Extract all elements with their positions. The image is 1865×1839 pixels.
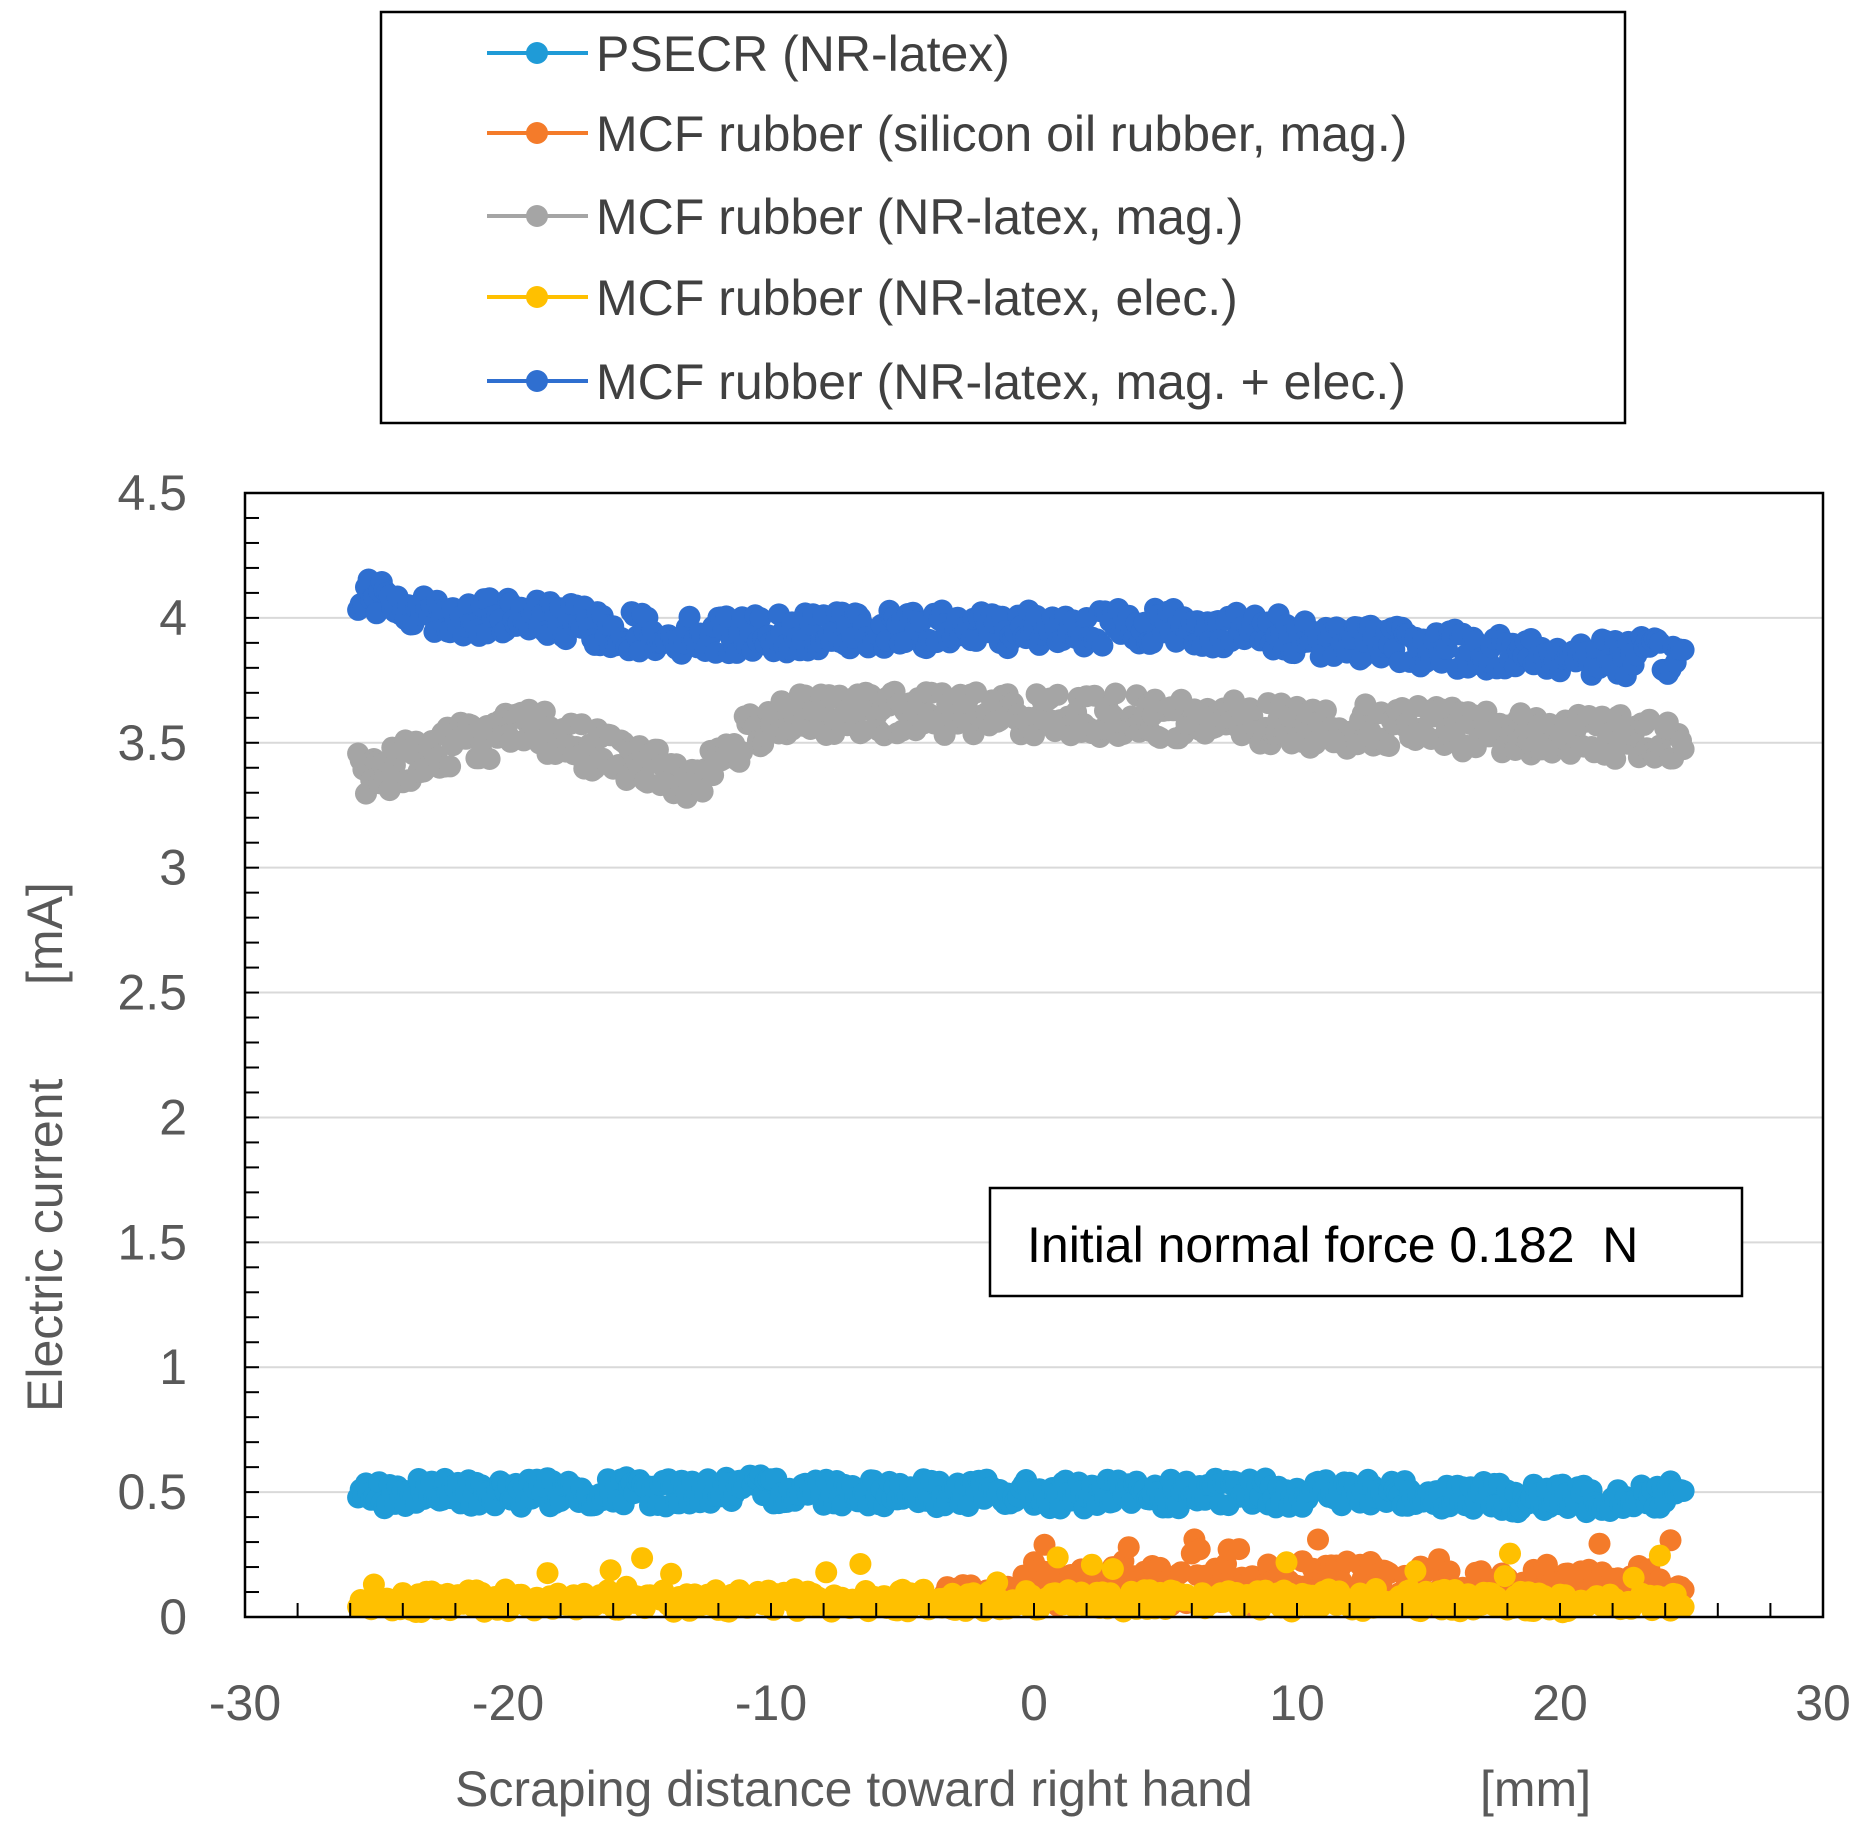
data-point [628,640,651,663]
data-point [1046,1546,1069,1569]
data-point [1023,724,1045,747]
points-layer [347,568,1695,1624]
y-tick-label: 2.5 [117,965,187,1021]
data-point [849,1553,872,1575]
legend-label: MCF rubber (NR-latex, mag.) [596,189,1243,245]
legend-box [379,10,1627,425]
data-point [1188,1538,1211,1561]
legend-swatch-marker [526,42,548,64]
y-tick-label: 3.5 [117,715,187,771]
data-point [1101,1558,1124,1580]
data-point [1117,1536,1140,1559]
ticks-layer [244,492,1824,1618]
y-axis-label: Electric current [17,1078,73,1412]
y-tick-label: 0 [159,1589,187,1645]
data-point [1378,735,1401,757]
data-point [476,622,498,645]
data-point [1404,1560,1427,1583]
legend-swatch-marker [526,370,548,392]
data-point [1659,1529,1682,1552]
data-point [439,755,462,778]
data-point [362,1573,385,1596]
data-point [1149,726,1172,749]
y-axis-unit: [mA] [17,882,73,985]
legend-swatch-marker [526,286,548,308]
y-tick-label: 2 [159,1089,187,1145]
data-point [1588,1532,1611,1555]
x-tick-label: 10 [1269,1675,1325,1731]
data-point [1438,1560,1461,1583]
data-point [1104,682,1127,705]
data-point [691,780,714,803]
data-point [1672,738,1695,761]
data-point [536,1562,559,1585]
data-point [599,1559,622,1582]
y-tick-label: 4.5 [117,465,187,521]
y-tick-label: 3 [159,840,187,896]
data-point [1672,638,1695,661]
data-point [1672,1480,1695,1502]
annotation-box [988,1186,1744,1298]
legend-label: PSECR (NR-latex) [596,26,1010,82]
data-point [1499,1542,1521,1565]
data-point [478,587,501,610]
data-point [678,605,701,628]
data-point [1091,634,1114,657]
data-point [1228,1538,1251,1561]
legend-label: MCF rubber (silicon oil rubber, mag.) [596,106,1407,162]
data-point [1314,699,1337,722]
y-tick-labels: 0 0.5 1 1.5 2 2.5 3 3.5 4 4.5 [117,465,187,1645]
x-tick-label: 20 [1532,1675,1588,1731]
legend-label: MCF rubber (NR-latex, mag. + elec.) [596,354,1406,410]
data-point [1046,683,1069,706]
legend-label: MCF rubber (NR-latex, elec.) [596,270,1238,326]
x-tick-label: -10 [735,1675,807,1731]
data-point [1591,705,1614,728]
data-point [1080,1553,1103,1576]
legend-swatch-marker [526,122,548,144]
data-point [631,1547,654,1570]
data-point [1672,1596,1695,1618]
x-tick-label: 0 [1020,1675,1048,1731]
data-point [1648,1544,1671,1567]
data-point [1604,747,1627,770]
x-axis-label: Scraping distance toward right hand [455,1761,1253,1817]
x-tick-labels: -30 -20 -10 0 10 20 30 [209,1675,1851,1731]
x-tick-label: 30 [1795,1675,1851,1731]
x-tick-label: -20 [472,1675,544,1731]
y-tick-label: 4 [159,590,187,646]
data-point [478,748,501,770]
data-point [1307,1528,1329,1551]
legend: PSECR (NR-latex) MCF rubber (silicon oil … [487,26,1407,410]
data-point [749,607,772,630]
y-tick-label: 1 [159,1339,187,1395]
data-point [715,605,738,628]
data-point [815,1561,838,1584]
data-point [986,1571,1009,1594]
x-axis-unit: [mm] [1480,1761,1591,1817]
data-point [1493,1565,1516,1588]
legend-swatch-marker [526,205,548,227]
data-point [731,741,754,763]
y-tick-label: 0.5 [117,1464,187,1520]
annotation-text: Initial normal force 0.182 N [1027,1217,1638,1273]
y-tick-label: 1.5 [117,1214,187,1270]
data-point [660,1562,683,1585]
data-point [852,720,875,743]
data-point [1275,1551,1298,1574]
x-tick-label: -30 [209,1675,281,1731]
